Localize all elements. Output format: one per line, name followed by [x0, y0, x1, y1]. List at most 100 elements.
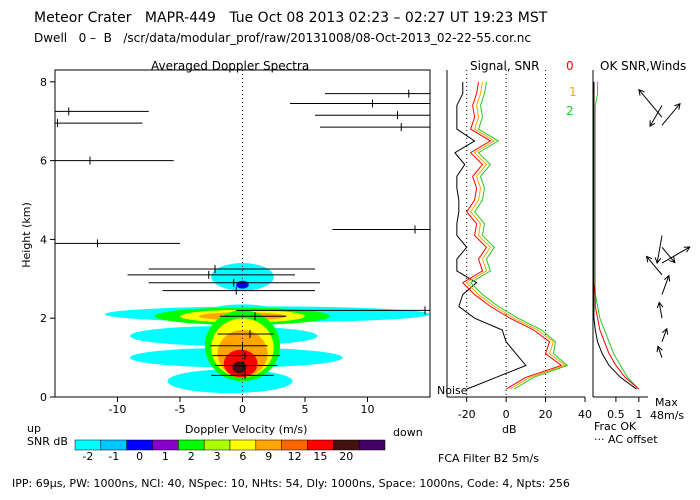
signal-series-beam-0: [461, 81, 563, 390]
y-axis-label: Height (km): [20, 202, 33, 268]
winds-title: OK SNR,Winds: [600, 59, 686, 73]
frac-ok-label: Frac OK: [594, 420, 637, 433]
datetime: Tue Oct 08 2013 02:23 – 02:27 UT 19:23 M…: [229, 10, 548, 26]
signal-x-tick-label-2: 20: [539, 408, 553, 421]
wind-arrowhead-4: [669, 256, 676, 264]
colorbar-cell-5: [203, 439, 231, 451]
beam-label-0: 0: [566, 59, 574, 73]
y-tick-label-4: 8: [40, 76, 47, 89]
winds-x-tick-label-0: 0.5: [607, 408, 625, 421]
wind-arrow-2: [661, 103, 681, 126]
dwell-from: 0: [78, 31, 87, 45]
colorbar-tick-5: 3: [214, 450, 221, 463]
colorbar-tick-3: 1: [162, 450, 169, 463]
signal-panel: -20 0 20 40 Noise: [437, 70, 592, 421]
colorbar-tick-2: 0: [136, 450, 143, 463]
dwell-beam: B: [103, 31, 112, 45]
max-label: Max: [655, 396, 678, 409]
colorbar-cell-11: [358, 439, 386, 451]
winds-panel: 0.5 1: [592, 70, 691, 421]
wind-arrow-5: [661, 246, 690, 264]
signal-series-noise: [454, 81, 527, 390]
dwell-label: Dwell: [34, 31, 68, 45]
signal-x-tick-label-0: -20: [458, 408, 476, 421]
colorbar-cell-9: [307, 439, 334, 451]
wind-arrowhead-8: [656, 301, 664, 309]
up-label: up: [27, 422, 41, 435]
colorbar-tick-9: 15: [313, 450, 327, 463]
signal-x-label: dB: [502, 423, 517, 436]
y-tick-label-3: 6: [40, 155, 47, 168]
wind-arrowhead-0: [649, 120, 656, 128]
snr-colorbar: -2 -1 0 1 2 3 6 9 12 15 20: [74, 439, 386, 463]
signal-series-beam-1: [465, 81, 567, 390]
wind-arrowhead-9: [661, 327, 669, 335]
wind-arrow-1: [638, 89, 663, 118]
max-value: 48m/s: [650, 409, 684, 422]
wind-arrowhead-10: [656, 345, 663, 353]
signal-x-tick-label-3: 40: [578, 408, 592, 421]
colorbar-cell-10: [333, 439, 360, 451]
snr-legend-title: SNR dB: [27, 435, 68, 448]
dwell-dash: –: [90, 31, 97, 45]
spectra-panel: -10 -5 0 5 10 0 2 4 6 8 Height (km): [20, 69, 431, 416]
colorbar-tick-1: -1: [108, 450, 119, 463]
colorbar-cell-0: [74, 439, 102, 451]
colorbar-tick-0: -2: [82, 450, 93, 463]
wind-arrowhead-6: [645, 255, 653, 263]
colorbar-tick-4: 2: [188, 450, 195, 463]
ac-offset-label: ··· AC offset: [594, 433, 658, 446]
x-tick-label-2: 0: [239, 403, 246, 416]
header-title: Meteor Crater MAPR-449 Tue Oct 08 2013 0…: [34, 10, 547, 26]
wind-arrow-10: [657, 346, 663, 358]
winds-x-tick-label-1: 1: [635, 408, 642, 421]
frac-ok-series-red: [593, 81, 640, 390]
wind-arrowhead-7: [664, 274, 671, 282]
wind-arrowhead-5: [683, 246, 691, 253]
y-tick-label-0: 0: [40, 391, 47, 404]
frac-ok-series-black: [593, 81, 637, 390]
wind-arrow-9: [661, 328, 668, 343]
beam-label-2: 2: [566, 104, 574, 118]
wind-arrow-6: [646, 256, 663, 276]
signal-series-beam-2: [469, 81, 569, 390]
spectra-blob-14: [236, 280, 249, 289]
instrument-id: MAPR-449: [144, 10, 216, 26]
colorbar-cell-3: [152, 439, 179, 451]
signal-x-tick-label-1: 0: [503, 408, 510, 421]
signal-title: Signal, SNR: [470, 59, 539, 73]
colorbar-tick-10: 20: [339, 450, 353, 463]
x-tick-label-4: 10: [361, 403, 375, 416]
file-path: /scr/data/modular_prof/raw/20131008/08-O…: [123, 31, 531, 45]
frac-ok-series-green: [594, 81, 640, 390]
down-label: down: [393, 426, 423, 439]
x-tick-label-1: -5: [175, 403, 186, 416]
colorbar-cell-7: [255, 439, 282, 451]
fca-filter-label: FCA Filter B2 5m/s: [438, 452, 539, 465]
x-tick-label-3: 5: [302, 403, 309, 416]
spectra-blob-5: [211, 263, 274, 291]
colorbar-cell-1: [100, 439, 127, 451]
wind-arrowhead-3: [654, 257, 662, 265]
wind-arrow-0: [649, 105, 663, 127]
wind-arrow-8: [658, 302, 663, 319]
header-dwell: Dwell 0 – B /scr/data/modular_prof/raw/2…: [34, 31, 531, 45]
colorbar-tick-8: 12: [288, 450, 302, 463]
colorbar-cell-2: [126, 439, 153, 451]
wind-arrow-7: [661, 275, 670, 295]
station-name: Meteor Crater: [34, 10, 132, 26]
colorbar-cell-4: [178, 439, 205, 451]
beam-label-1: 1: [569, 85, 577, 99]
colorbar-cell-8: [281, 439, 308, 451]
colorbar-cell-6: [229, 439, 257, 451]
spectra-title: Averaged Doppler Spectra: [151, 59, 309, 73]
wind-arrow-4: [661, 246, 676, 263]
wind-arrow-3: [656, 235, 663, 264]
x-axis-label: Doppler Velocity (m/s): [185, 423, 307, 436]
wind-arrowhead-2: [674, 102, 681, 110]
noise-label: Noise: [437, 384, 468, 397]
y-tick-label-2: 4: [40, 233, 47, 246]
footer-params: IPP: 69μs, PW: 1000ns, NCI: 40, NSpec: 1…: [12, 477, 570, 490]
wind-arrowhead-1: [638, 88, 645, 96]
